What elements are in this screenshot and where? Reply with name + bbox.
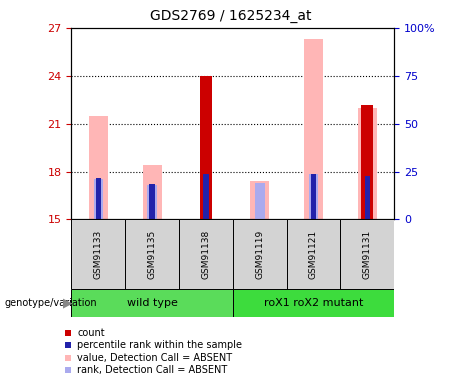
Bar bbox=[287, 219, 340, 289]
Text: GSM91135: GSM91135 bbox=[148, 230, 157, 279]
Text: GSM91119: GSM91119 bbox=[255, 230, 264, 279]
Bar bbox=[125, 219, 179, 289]
Text: GDS2769 / 1625234_at: GDS2769 / 1625234_at bbox=[150, 9, 311, 23]
Bar bbox=[71, 219, 125, 289]
Bar bbox=[89, 116, 108, 219]
Bar bbox=[309, 174, 318, 219]
Bar bbox=[143, 165, 161, 219]
Text: ▶: ▶ bbox=[64, 296, 73, 309]
Bar bbox=[311, 174, 316, 219]
Bar bbox=[149, 184, 155, 219]
Bar bbox=[340, 219, 394, 289]
Text: count: count bbox=[77, 328, 105, 338]
Bar bbox=[179, 219, 233, 289]
Bar bbox=[304, 39, 323, 219]
Bar bbox=[94, 179, 103, 219]
Text: roX1 roX2 mutant: roX1 roX2 mutant bbox=[264, 298, 363, 308]
Bar bbox=[361, 105, 373, 219]
Bar bbox=[255, 183, 265, 219]
Text: percentile rank within the sample: percentile rank within the sample bbox=[77, 340, 242, 350]
Text: wild type: wild type bbox=[127, 298, 177, 308]
Text: value, Detection Call = ABSENT: value, Detection Call = ABSENT bbox=[77, 353, 233, 363]
Bar bbox=[96, 178, 101, 219]
Text: rank, Detection Call = ABSENT: rank, Detection Call = ABSENT bbox=[77, 365, 228, 375]
Bar bbox=[148, 185, 157, 219]
Bar bbox=[358, 108, 377, 219]
Text: genotype/variation: genotype/variation bbox=[5, 298, 97, 308]
Text: GSM91121: GSM91121 bbox=[309, 230, 318, 279]
Bar bbox=[233, 219, 287, 289]
Bar bbox=[71, 289, 233, 317]
Text: GSM91133: GSM91133 bbox=[94, 230, 103, 279]
Bar bbox=[233, 289, 394, 317]
Bar bbox=[250, 181, 269, 219]
Bar bbox=[365, 176, 370, 219]
Text: GSM91131: GSM91131 bbox=[363, 230, 372, 279]
Bar bbox=[200, 76, 212, 219]
Bar bbox=[203, 174, 208, 219]
Text: GSM91138: GSM91138 bbox=[201, 230, 210, 279]
